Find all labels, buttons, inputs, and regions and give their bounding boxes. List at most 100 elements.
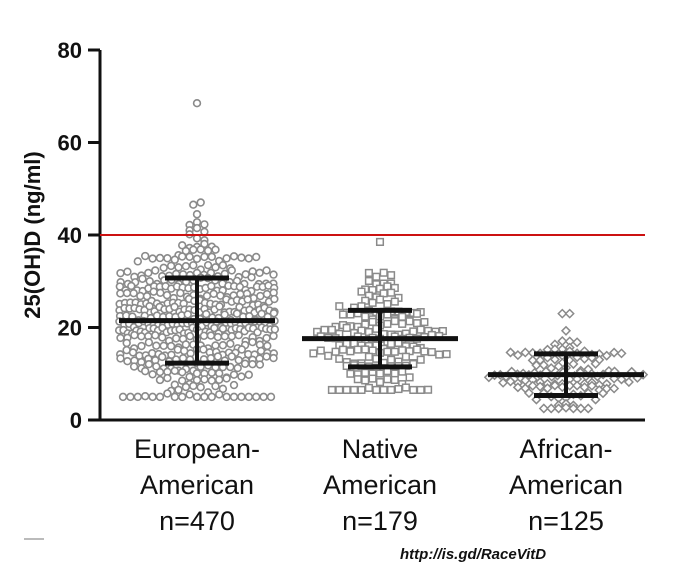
data-point: [572, 337, 583, 348]
data-point: [240, 359, 250, 368]
data-point: [220, 310, 229, 319]
data-point: [409, 359, 418, 369]
data-point: [398, 319, 407, 328]
data-point: [412, 345, 422, 354]
data-point: [152, 341, 161, 350]
data-point: [390, 375, 399, 384]
data-point: [247, 273, 256, 282]
y-tick-label: 0: [70, 408, 82, 433]
data-point: [144, 360, 154, 369]
data-point: [196, 198, 205, 207]
data-point: [200, 220, 209, 229]
data-point: [200, 239, 209, 249]
data-point: [200, 252, 209, 262]
data-point: [185, 331, 195, 341]
data-point: [222, 374, 231, 383]
data-point: [263, 341, 272, 351]
data-point: [133, 257, 143, 266]
data-point: [560, 402, 572, 413]
data-point: [148, 392, 157, 402]
data-point: [512, 382, 523, 393]
data-point: [144, 338, 154, 347]
data-point: [141, 251, 150, 261]
data-point: [361, 376, 370, 385]
data-point: [256, 291, 265, 301]
data-point: [176, 288, 185, 298]
data-point: [174, 263, 183, 272]
data-point: [357, 385, 366, 394]
data-point: [262, 352, 271, 361]
y-ticks: 0 20 40 60 80: [58, 38, 100, 433]
data-point: [218, 384, 228, 394]
data-point: [435, 350, 444, 359]
data-point: [531, 360, 542, 371]
data-point: [398, 367, 407, 376]
data-point: [505, 347, 516, 358]
data-point: [213, 352, 223, 361]
data-point: [535, 381, 546, 392]
data-point: [226, 339, 235, 348]
data-point: [218, 341, 228, 350]
data-point: [215, 390, 224, 399]
data-point: [424, 385, 433, 394]
data-point: [546, 403, 557, 414]
data-point: [192, 392, 202, 402]
data-point: [192, 369, 202, 378]
data-point: [222, 254, 231, 263]
data-point: [387, 271, 396, 280]
data-point: [335, 385, 344, 394]
source-link[interactable]: http://is.gd/RaceVitD: [400, 546, 547, 563]
data-point: [383, 347, 392, 356]
data-point: [368, 374, 377, 383]
data-point: [178, 241, 187, 250]
data-point: [572, 380, 583, 391]
data-point: [390, 347, 399, 356]
data-point: [262, 333, 271, 343]
data-point: [583, 403, 594, 414]
data-point: [416, 325, 425, 334]
data-point: [148, 370, 157, 379]
data-point: [387, 288, 396, 297]
data-point: [364, 268, 373, 277]
data-point: [170, 392, 180, 402]
data-point: [178, 368, 187, 377]
data-point: [364, 383, 373, 392]
data-point: [269, 270, 278, 279]
data-point: [387, 355, 396, 364]
data-point: [170, 255, 180, 264]
data-point: [553, 403, 564, 414]
data-point: [412, 309, 422, 318]
data-point: [520, 347, 531, 358]
data-point: [183, 310, 192, 319]
data-point: [390, 297, 399, 306]
data-point: [155, 367, 165, 377]
data-point: [192, 98, 202, 108]
data-point: [127, 281, 136, 291]
data-point: [383, 319, 392, 328]
data-point: [229, 252, 239, 261]
data-point: [192, 210, 202, 219]
data-point: [207, 392, 217, 402]
data-point: [416, 355, 425, 364]
data-point: [427, 347, 436, 357]
data-point: [420, 347, 429, 356]
data-point: [129, 288, 138, 298]
data-point: [568, 403, 579, 414]
data-point: [178, 353, 188, 363]
data-point: [148, 254, 157, 263]
data-point: [149, 287, 158, 296]
data-point: [309, 349, 318, 358]
data-point: [523, 387, 535, 399]
data-point: [269, 309, 279, 318]
data-point: [549, 354, 560, 365]
data-point: [130, 330, 139, 340]
data-point: [151, 266, 160, 275]
data-point: [375, 378, 385, 387]
data-point: [560, 325, 572, 336]
data-point: [442, 350, 451, 359]
data-point: [178, 252, 187, 261]
data-point: [211, 263, 220, 272]
data-point: [364, 352, 373, 361]
data-point: [166, 261, 176, 271]
